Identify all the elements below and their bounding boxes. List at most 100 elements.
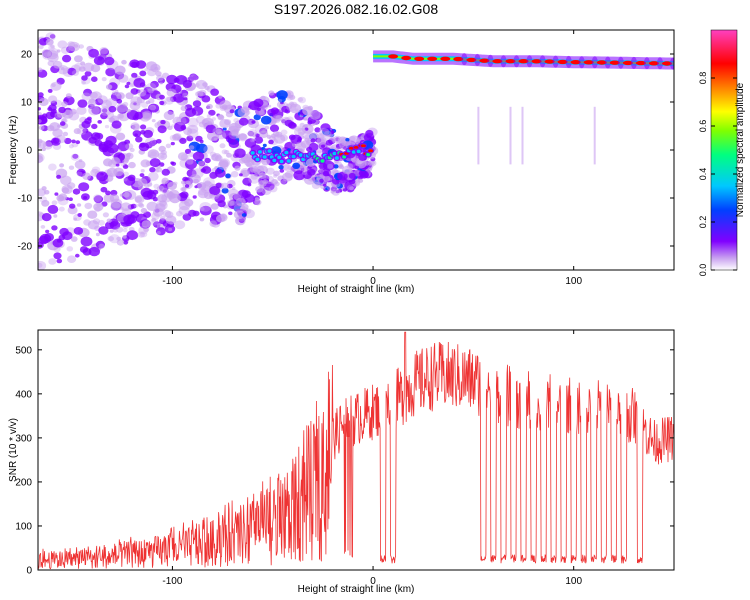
line-peak: [596, 60, 607, 65]
spectral-blob: [126, 81, 131, 85]
spectral-blob: [287, 122, 296, 129]
spectral-blob: [138, 226, 149, 235]
spectral-blob: [105, 67, 116, 77]
spectral-blob: [48, 258, 57, 265]
spectral-blob: [203, 177, 215, 187]
spectral-blob: [241, 213, 247, 217]
spectral-blob: [198, 121, 206, 128]
spectral-blob: [209, 220, 217, 227]
spectral-blob: [103, 158, 113, 167]
spectral-blob: [329, 130, 335, 135]
y-tick-label: 10: [21, 98, 33, 109]
spectral-blob: [40, 225, 46, 229]
spectral-blob: [101, 77, 107, 82]
spectrogram-marks: [38, 32, 674, 270]
spectral-blob: [116, 103, 128, 113]
spectral-blob: [73, 44, 79, 48]
ridge-core: [291, 154, 296, 159]
spectral-blob: [247, 129, 258, 137]
spectral-blob: [216, 131, 227, 140]
spectral-blob: [161, 168, 170, 176]
spectral-blob: [50, 44, 55, 49]
spectral-blob: [225, 173, 231, 179]
spectral-blob: [160, 149, 167, 156]
spectral-blob: [247, 131, 254, 137]
spectral-blob: [140, 130, 146, 135]
spectral-blob: [59, 121, 66, 126]
spectral-blob: [144, 112, 152, 120]
spectral-blob: [245, 156, 253, 163]
spectral-blob: [76, 171, 83, 177]
line-peak: [609, 60, 620, 65]
spectral-blob: [42, 113, 48, 118]
spectral-blob: [100, 112, 108, 120]
spectral-blob: [238, 218, 245, 223]
spectral-blob: [227, 183, 233, 189]
line-lobe: [578, 56, 585, 69]
spectral-blob: [240, 169, 250, 178]
spectral-blob: [73, 128, 81, 135]
spectral-blob: [91, 76, 98, 82]
spectral-blob: [62, 231, 73, 241]
spectral-blob: [262, 128, 268, 134]
spectral-blob: [75, 140, 81, 145]
spectral-blob: [148, 98, 155, 104]
spectral-blob: [38, 44, 44, 50]
spectral-blob: [283, 164, 292, 172]
spectral-blob: [147, 88, 154, 94]
spectral-blob: [116, 226, 124, 233]
spectral-blob: [70, 236, 78, 242]
spectral-blob: [137, 178, 148, 187]
spectral-blob: [342, 188, 347, 192]
spectral-blob: [168, 227, 173, 232]
spectral-blob: [322, 170, 330, 177]
spectral-blob: [153, 183, 160, 189]
spectral-blob: [217, 114, 224, 120]
spectral-blob: [140, 207, 148, 214]
spectral-blob: [266, 134, 272, 139]
spectral-blob: [185, 184, 190, 188]
spectral-blob: [259, 130, 269, 138]
spectral-blob: [155, 227, 166, 236]
spectral-blob: [119, 193, 124, 197]
spectral-blob: [248, 174, 260, 184]
spectral-blob: [104, 124, 110, 129]
spectral-blob: [72, 188, 81, 195]
spectral-blob: [342, 165, 353, 175]
spectral-blob: [298, 96, 306, 104]
spectral-blob: [173, 181, 178, 185]
spectral-blob: [48, 45, 55, 51]
spectral-blob: [95, 240, 105, 249]
spectral-blob: [45, 229, 50, 234]
spectral-blob: [101, 99, 112, 109]
y-tick-label: 500: [15, 345, 32, 356]
spectral-blob: [192, 151, 205, 161]
spectral-blob: [290, 134, 302, 144]
spectral-blob: [199, 139, 204, 144]
spectral-blob: [120, 202, 131, 211]
spectral-blob: [67, 67, 77, 76]
spectral-blob: [93, 56, 105, 66]
spectral-blob: [125, 143, 134, 150]
spectral-blob: [192, 75, 199, 81]
snr-marks: [38, 331, 674, 570]
spectral-blob: [180, 105, 188, 112]
spectral-blob: [318, 127, 330, 137]
spectral-blob: [166, 97, 173, 102]
spectral-blob: [94, 98, 104, 106]
spectral-blob: [67, 206, 78, 215]
line-peak: [544, 59, 555, 64]
spectral-blob: [74, 55, 83, 63]
spectral-blob: [150, 80, 159, 89]
spectral-blob: [98, 226, 109, 235]
spectral-blob: [53, 214, 58, 218]
spectral-blob: [113, 152, 125, 162]
spectral-blob: [345, 138, 350, 142]
spectral-blob: [222, 127, 227, 131]
ridge-core: [267, 149, 272, 153]
spectral-blob: [87, 210, 98, 219]
spectral-blob: [123, 240, 129, 245]
spectral-blob: [209, 151, 217, 157]
spectral-blob: [358, 178, 364, 183]
